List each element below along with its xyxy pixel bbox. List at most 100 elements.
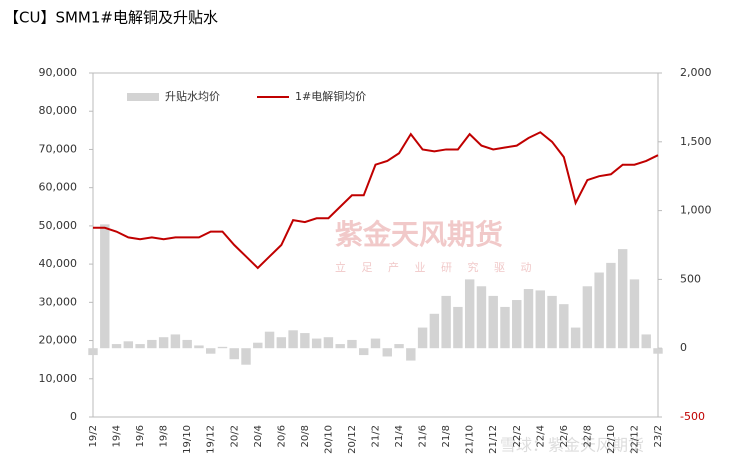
bar xyxy=(370,338,381,349)
x-tick-label: 19/6 xyxy=(135,425,146,447)
bar xyxy=(253,342,263,349)
y-tick-label: 60,000 xyxy=(39,181,78,194)
bar xyxy=(641,334,651,349)
x-tick-label: 19/12 xyxy=(206,425,217,454)
bar xyxy=(206,348,216,354)
watermark: 雪球：紫金天风期货 xyxy=(500,436,644,455)
bar xyxy=(441,295,451,349)
bar xyxy=(100,224,110,349)
bar xyxy=(382,348,392,357)
bar xyxy=(347,339,357,349)
bar xyxy=(464,279,475,349)
bar xyxy=(559,304,569,349)
x-tick-label: 20/2 xyxy=(229,425,240,447)
y-tick-label: 70,000 xyxy=(39,142,78,155)
bar xyxy=(311,338,322,349)
bar xyxy=(147,339,157,349)
y-tick-label: 90,000 xyxy=(39,66,78,79)
x-tick-label: 20/6 xyxy=(276,425,287,447)
bar xyxy=(264,331,275,349)
bar xyxy=(582,286,593,349)
y-tick-label: 0 xyxy=(70,410,77,423)
bar xyxy=(523,289,534,349)
chart-title: 【CU】SMM1#电解铜及升贴水 xyxy=(4,9,218,27)
y-tick-label: 50,000 xyxy=(39,219,78,232)
x-tick-label: 21/12 xyxy=(488,425,499,454)
y-tick-label: 30,000 xyxy=(39,295,78,308)
x-tick-label: 19/10 xyxy=(182,425,193,454)
x-tick-label: 19/2 xyxy=(88,425,99,447)
bar xyxy=(135,344,145,349)
x-tick-label: 20/8 xyxy=(300,425,311,447)
bar xyxy=(217,346,228,349)
y2-tick-label: -500 xyxy=(680,410,705,423)
bar xyxy=(158,337,169,349)
y2-tick-label: 500 xyxy=(680,272,701,285)
watermark: 立 足 产 业 研 究 驱 动 xyxy=(335,260,537,274)
x-tick-label: 21/6 xyxy=(418,425,429,447)
legend-label: 1#电解铜均价 xyxy=(295,89,366,103)
bar xyxy=(170,334,181,349)
bar xyxy=(359,348,369,356)
bar xyxy=(429,313,440,349)
bar xyxy=(594,272,604,349)
bar xyxy=(653,348,663,354)
bar xyxy=(488,295,498,349)
bar xyxy=(547,295,557,349)
x-tick-label: 22/2 xyxy=(512,425,523,447)
bar xyxy=(394,344,404,349)
bar xyxy=(570,327,581,349)
x-tick-label: 21/4 xyxy=(394,425,405,447)
x-tick-label: 19/4 xyxy=(112,425,123,447)
bar xyxy=(617,249,628,349)
bar xyxy=(535,290,545,349)
y-tick-label: 80,000 xyxy=(39,104,78,117)
bar xyxy=(241,348,251,365)
x-tick-label: 21/8 xyxy=(441,425,452,447)
watermark: 紫金天风期货 xyxy=(335,218,503,251)
x-tick-label: 20/12 xyxy=(347,425,358,454)
bar xyxy=(276,337,287,349)
x-tick-label: 20/4 xyxy=(253,425,264,447)
x-tick-label: 23/2 xyxy=(653,425,664,447)
bar xyxy=(111,344,122,349)
y2-tick-label: 2,000 xyxy=(680,66,712,79)
bar xyxy=(335,344,345,349)
y-tick-label: 10,000 xyxy=(39,372,78,385)
bar xyxy=(229,348,239,360)
bar xyxy=(300,333,310,349)
x-tick-label: 21/2 xyxy=(371,425,382,447)
y2-tick-label: 1,000 xyxy=(680,204,712,217)
bar xyxy=(288,330,298,349)
x-tick-label: 22/12 xyxy=(629,425,640,454)
bar xyxy=(88,348,98,356)
bar xyxy=(500,306,510,349)
y2-tick-label: 1,500 xyxy=(680,135,712,148)
line xyxy=(93,131,659,270)
plot-frame xyxy=(92,72,659,418)
x-tick-label: 19/8 xyxy=(159,425,170,447)
x-tick-label: 20/10 xyxy=(323,425,334,454)
legend-swatch xyxy=(127,93,159,101)
x-tick-label: 22/8 xyxy=(582,425,593,447)
bar xyxy=(629,279,640,349)
bar xyxy=(417,327,428,349)
bar xyxy=(406,348,416,361)
bar xyxy=(323,337,334,349)
x-tick-label: 22/10 xyxy=(606,425,617,454)
bar xyxy=(512,300,522,349)
x-tick-label: 22/4 xyxy=(535,425,546,447)
bar xyxy=(194,345,204,349)
bar xyxy=(123,341,134,349)
bar xyxy=(476,286,487,349)
x-tick-label: 22/6 xyxy=(559,425,570,447)
y-tick-label: 40,000 xyxy=(39,257,78,270)
bar xyxy=(453,306,463,349)
bar xyxy=(182,339,192,349)
y2-tick-label: 0 xyxy=(680,341,687,354)
bar xyxy=(606,262,616,349)
y-tick-label: 20,000 xyxy=(39,334,78,347)
x-tick-label: 21/10 xyxy=(465,425,476,454)
legend-label: 升贴水均价 xyxy=(165,89,220,103)
